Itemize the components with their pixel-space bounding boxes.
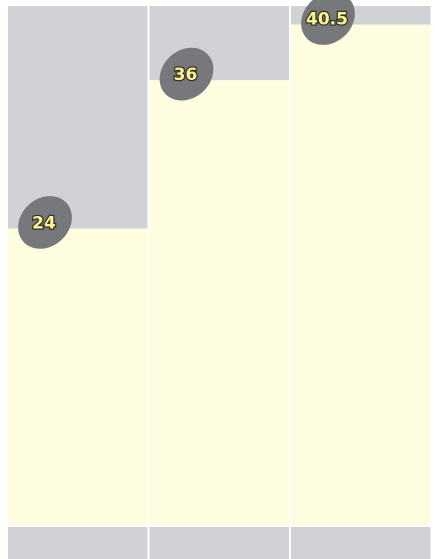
bar — [291, 24, 431, 526]
category-strip — [291, 527, 431, 559]
bar — [149, 80, 289, 526]
category-strip — [8, 527, 148, 559]
value-label: 40.5 — [306, 10, 348, 30]
value-label: 36 — [174, 65, 198, 85]
category-strip — [149, 527, 289, 559]
value-label-badge — [18, 196, 72, 249]
value-label-badge — [159, 47, 214, 101]
value-label-badge — [301, 0, 355, 45]
bar — [8, 228, 148, 525]
value-label: 24 — [32, 213, 56, 233]
